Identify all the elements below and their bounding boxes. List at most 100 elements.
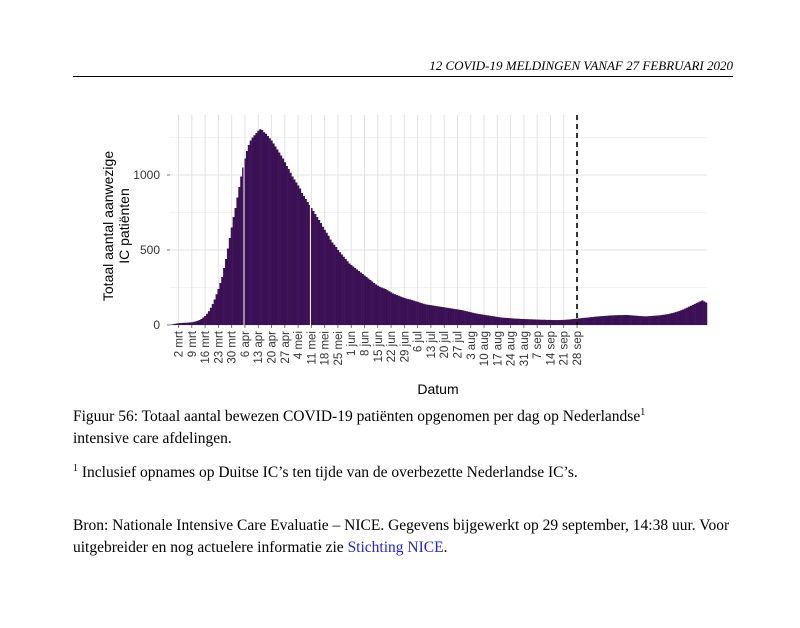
- figure-caption: Figuur 56: Totaal aantal bewezen COVID-1…: [73, 406, 738, 450]
- y-tick-label: 1000: [133, 168, 160, 182]
- daily-bar: [526, 319, 529, 325]
- daily-bar: [281, 158, 285, 325]
- daily-bar: [409, 299, 412, 325]
- daily-bar: [479, 314, 482, 325]
- daily-bar: [259, 129, 262, 325]
- nice-link[interactable]: Stichting NICE: [347, 539, 444, 556]
- daily-bar: [684, 308, 687, 325]
- x-tick-label: 7 sep: [532, 331, 544, 359]
- daily-bar: [507, 318, 510, 325]
- daily-bar: [486, 315, 490, 325]
- daily-bar: [473, 313, 476, 325]
- daily-bar: [672, 312, 675, 325]
- daily-bar: [435, 306, 438, 325]
- daily-bar: [190, 322, 194, 325]
- daily-bar: [424, 304, 427, 325]
- daily-bar: [392, 293, 395, 325]
- daily-bar: [513, 318, 516, 325]
- daily-bar: [458, 309, 461, 325]
- daily-bar: [602, 316, 605, 325]
- daily-bar: [329, 239, 332, 325]
- daily-bar: [225, 259, 228, 325]
- daily-bar: [496, 316, 499, 325]
- daily-bar: [598, 316, 601, 325]
- daily-bar: [308, 205, 311, 325]
- daily-bar: [661, 314, 664, 325]
- daily-bar: [280, 155, 283, 325]
- daily-bar: [226, 248, 230, 325]
- daily-bar: [545, 319, 548, 325]
- daily-bar: [638, 316, 641, 325]
- daily-bar: [373, 283, 376, 325]
- chart-bars: [170, 115, 708, 325]
- daily-bar: [688, 306, 691, 325]
- daily-bar: [175, 323, 178, 325]
- daily-bar: [285, 166, 288, 325]
- daily-bar: [340, 254, 343, 325]
- daily-bar: [549, 319, 552, 325]
- daily-bar: [382, 288, 385, 325]
- daily-bar: [665, 314, 668, 325]
- source-end: .: [443, 539, 448, 556]
- daily-bar: [261, 130, 264, 325]
- daily-bar: [705, 302, 708, 325]
- daily-bar: [619, 315, 622, 325]
- daily-bar: [448, 308, 452, 325]
- daily-bar: [606, 315, 609, 325]
- figure-caption-text-line2: intensive care afdelingen.: [73, 430, 232, 447]
- daily-bar: [481, 314, 484, 325]
- daily-bar: [498, 317, 501, 325]
- daily-bar: [251, 137, 254, 325]
- daily-bar: [266, 136, 269, 325]
- daily-bar: [595, 316, 598, 325]
- footnote-text: Inclusief opnames op Duitse IC’s ten tij…: [81, 464, 578, 481]
- x-tick-label: 27 apr: [280, 331, 292, 364]
- daily-bar: [179, 323, 182, 325]
- daily-bar: [581, 317, 584, 325]
- daily-bar: [414, 301, 417, 325]
- daily-bar: [388, 291, 391, 325]
- x-tick-label: 2 mrt: [174, 330, 186, 357]
- daily-bar: [401, 297, 404, 325]
- daily-bar: [177, 323, 180, 325]
- daily-bar: [477, 313, 480, 325]
- y-axis-label-line1: Totaal aantal aanwezige: [100, 151, 116, 301]
- daily-bar: [412, 300, 416, 325]
- daily-bar: [585, 317, 588, 325]
- daily-bar: [502, 317, 505, 325]
- daily-bar: [530, 319, 533, 325]
- daily-bar: [228, 238, 231, 325]
- daily-bar: [621, 315, 624, 325]
- daily-bar: [515, 318, 518, 325]
- daily-bar: [380, 287, 383, 325]
- x-tick-label: 30 mrt: [227, 330, 239, 363]
- daily-bar: [376, 285, 379, 325]
- figure-caption-footnote-mark: 1: [640, 406, 646, 418]
- daily-bar: [528, 319, 531, 325]
- daily-bar: [196, 320, 199, 325]
- daily-bar: [431, 305, 435, 325]
- daily-bar: [651, 315, 655, 325]
- daily-bar: [452, 308, 455, 325]
- daily-bar: [456, 309, 459, 325]
- daily-bar: [443, 307, 446, 325]
- daily-bar: [650, 316, 653, 325]
- x-tick-label: 1 jun: [346, 331, 358, 356]
- daily-bar: [678, 310, 681, 325]
- daily-bar: [682, 309, 685, 325]
- daily-bar: [693, 304, 696, 325]
- daily-bar: [505, 317, 509, 325]
- daily-bar: [676, 311, 679, 325]
- daily-bar: [397, 295, 400, 325]
- x-tick-label: 6 apr: [240, 331, 252, 357]
- daily-bar: [335, 247, 338, 325]
- daily-bar: [433, 305, 436, 325]
- daily-bar: [462, 310, 465, 325]
- daily-bar: [420, 303, 423, 325]
- daily-bar: [466, 311, 469, 325]
- daily-bar: [287, 169, 290, 325]
- daily-bar: [310, 208, 313, 325]
- daily-bar: [634, 315, 638, 325]
- daily-bar: [648, 316, 651, 325]
- daily-bar: [483, 314, 486, 325]
